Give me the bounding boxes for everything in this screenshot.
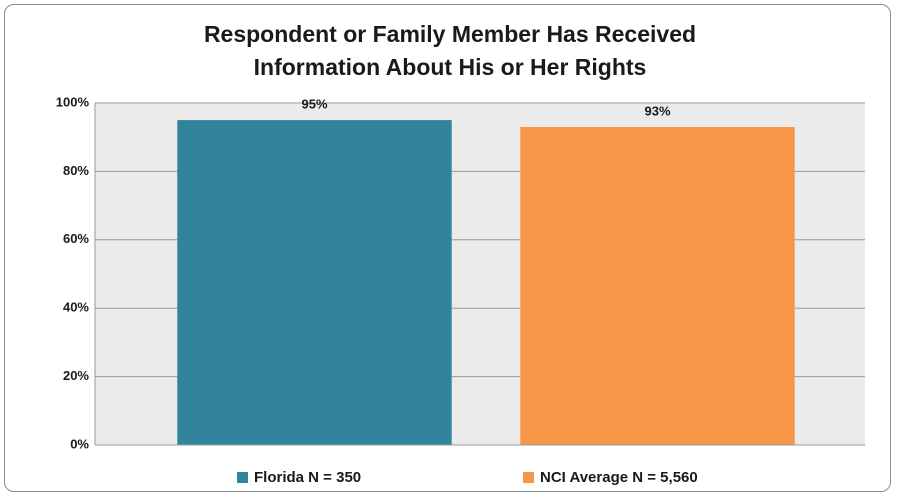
y-tick-label: 100%: [56, 94, 90, 109]
legend-swatch: [523, 472, 534, 483]
y-tick-label: 20%: [63, 368, 89, 383]
y-tick-label: 0%: [70, 436, 89, 451]
chart-frame: [4, 4, 891, 492]
legend-label: Florida N = 350: [254, 469, 361, 486]
legend-swatch: [237, 472, 248, 483]
value-label: 93%: [644, 103, 670, 118]
y-tick-label: 60%: [63, 231, 89, 246]
bar: [520, 126, 795, 445]
bar: [177, 120, 452, 445]
y-tick-label: 80%: [63, 163, 89, 178]
value-label: 95%: [301, 97, 327, 112]
chart-title: Respondent or Family Member Has Received…: [203, 21, 697, 80]
legend-label: NCI Average N = 5,560: [540, 469, 698, 486]
y-tick-label: 40%: [63, 300, 89, 315]
